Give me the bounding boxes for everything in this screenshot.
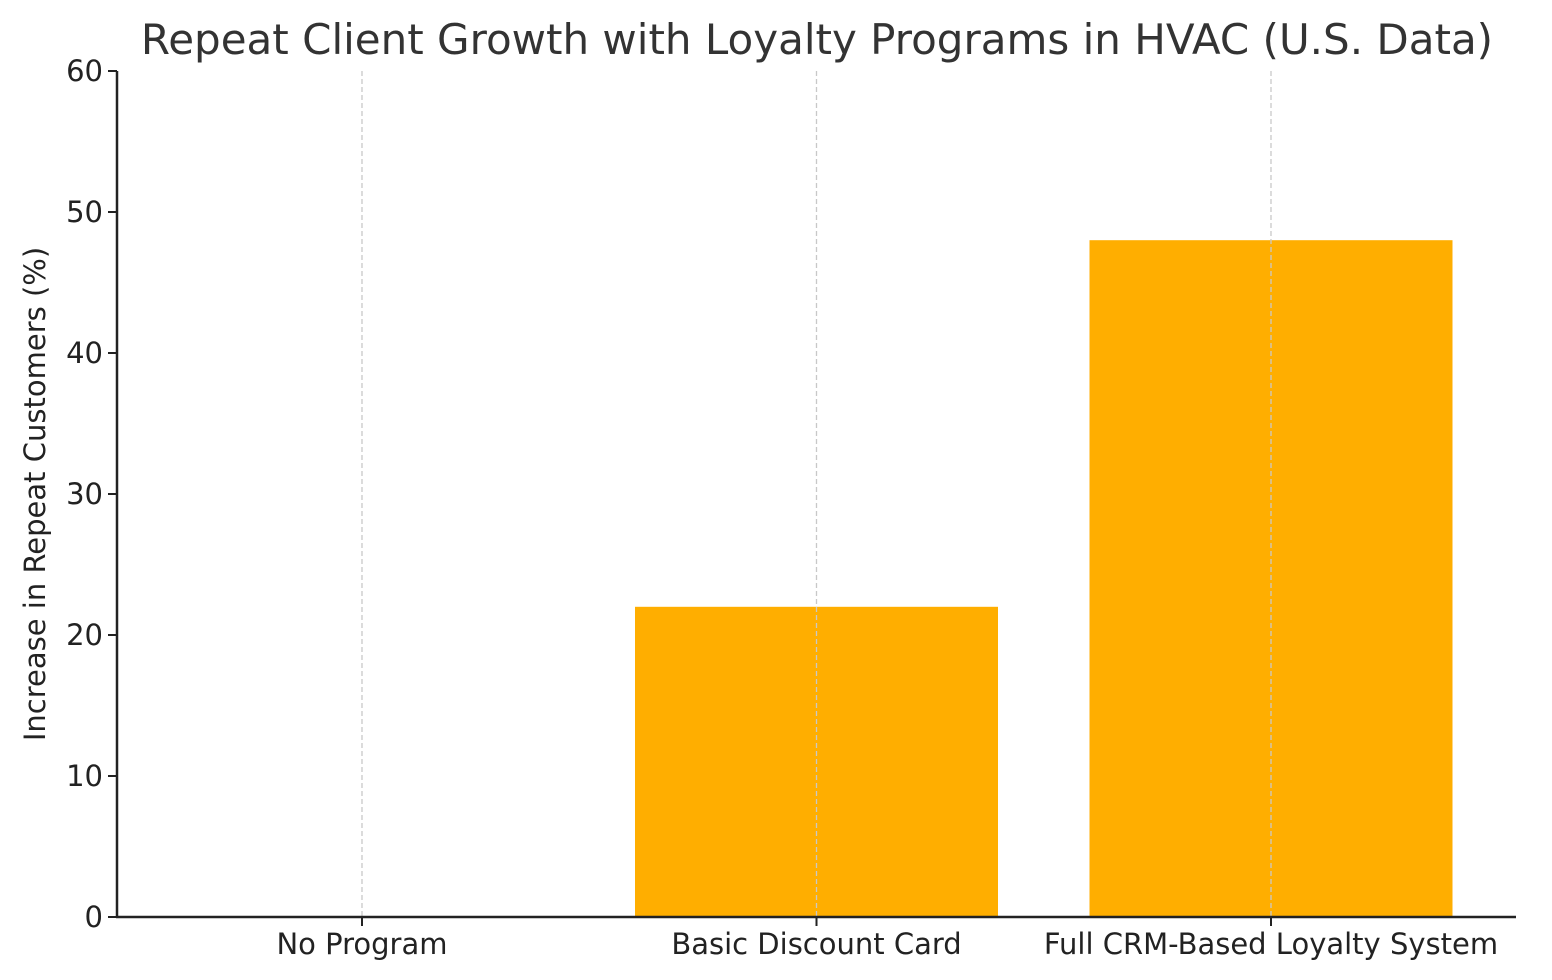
tick-labels: 0 10 20 30 40 50 60 No Program Basic Discount Ca… [66,54,1498,961]
y-tick-label-1: 10 [66,759,103,793]
y-tick-label-4: 40 [66,336,103,370]
y-tick-label-2: 20 [66,618,103,652]
y-tick-label-0: 0 [85,900,103,934]
x-tick-label-0: No Program [276,927,447,961]
grid-lines [361,71,1272,917]
chart-title: Repeat Client Growth with Loyalty Progra… [141,15,1493,64]
axes [108,70,1516,926]
x-tick-label-1: Basic Discount Card [671,927,961,961]
y-tick-label-3: 30 [66,477,103,511]
x-tick-label-2: Full CRM-Based Loyalty System [1044,927,1498,961]
y-axis-label: Increase in Repeat Customers (%) [18,247,52,741]
bars [635,240,1453,917]
y-tick-label-5: 50 [66,195,103,229]
y-tick-label-6: 60 [66,54,103,88]
